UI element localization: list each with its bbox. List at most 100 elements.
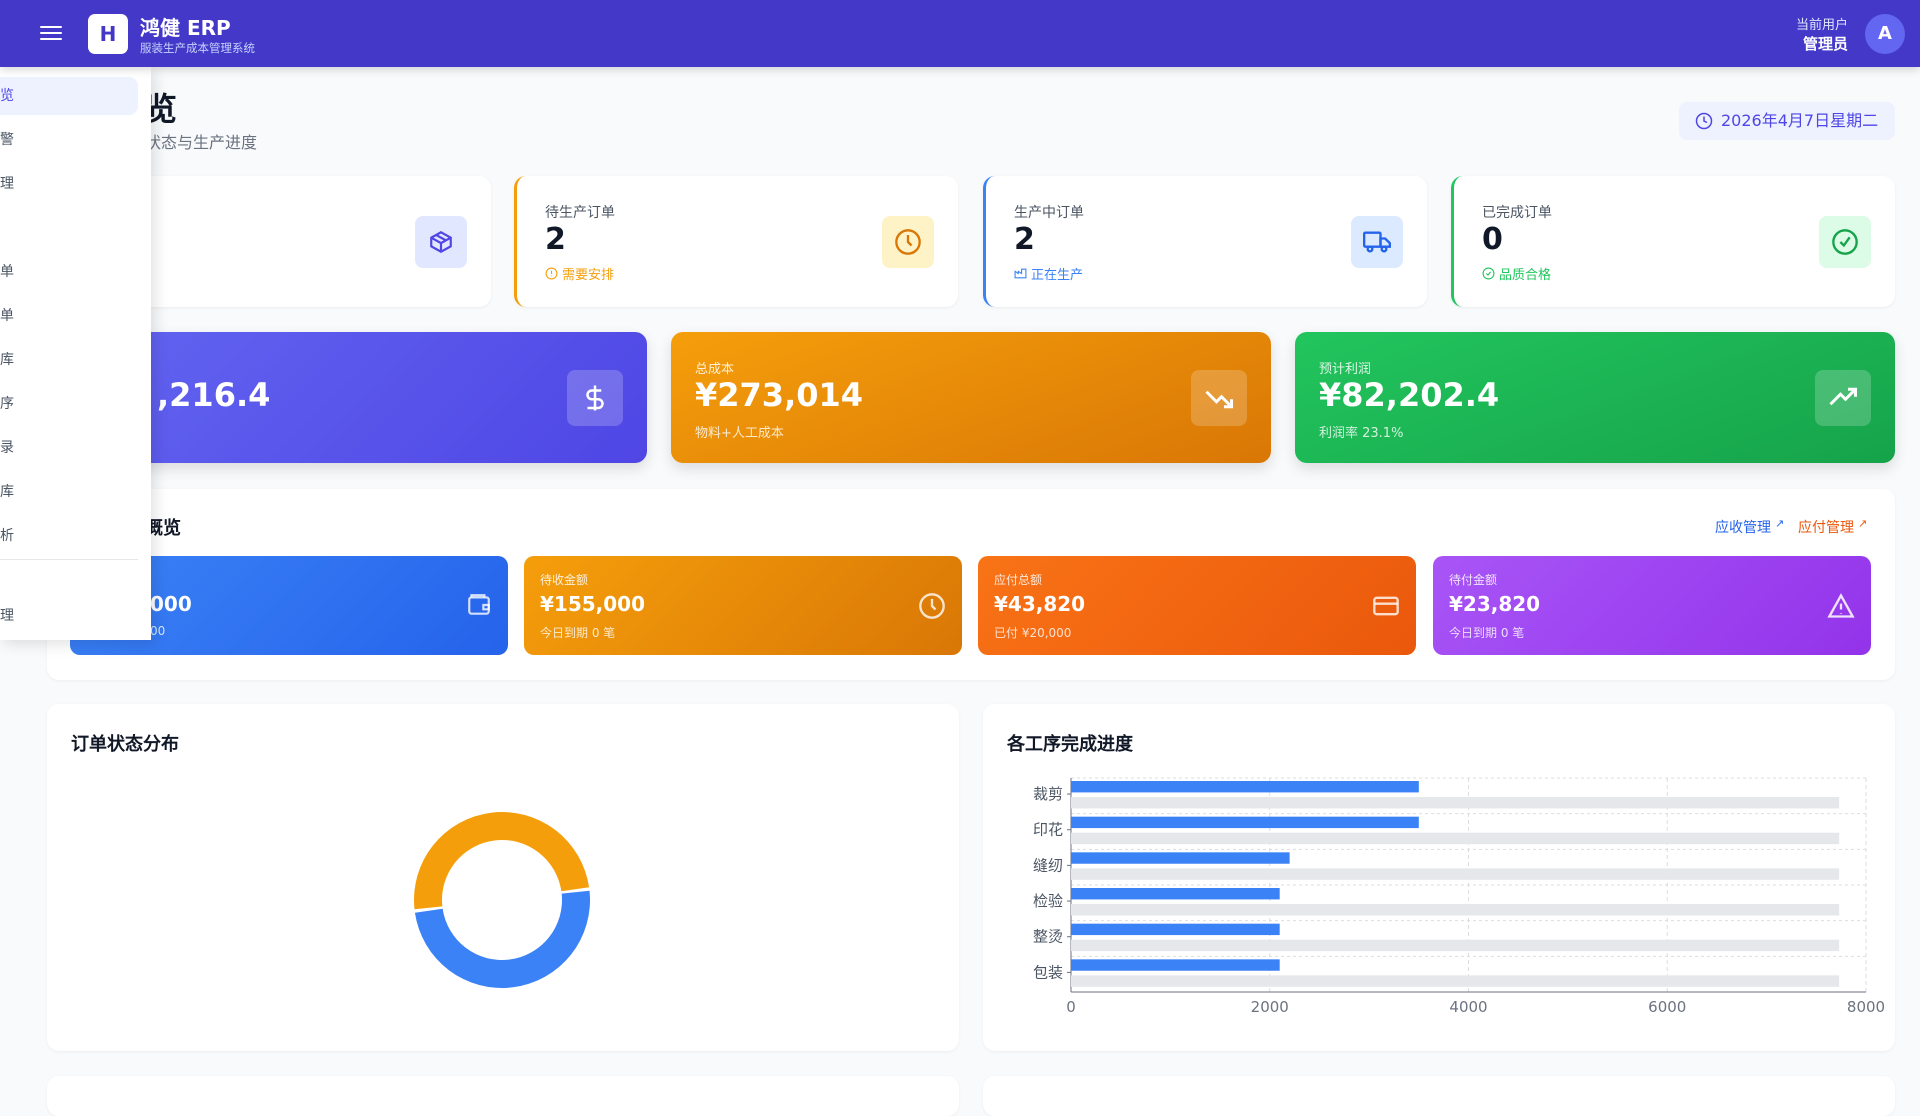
finance-value: ¥155,000 bbox=[540, 592, 646, 616]
sidebar-item[interactable]: 单 bbox=[0, 264, 14, 280]
sidebar-item[interactable]: 析 bbox=[0, 528, 14, 544]
sidebar-item[interactable]: 库 bbox=[0, 352, 14, 368]
avatar[interactable]: A bbox=[1865, 14, 1905, 54]
process-progress-chart-panel: 各工序完成进度 0 2000 4000 6000 8000 裁剪 印花 缝纫 检验 整烫 包装 bbox=[983, 704, 1895, 1051]
sidebar-item[interactable]: 单 bbox=[0, 308, 14, 324]
sidebar-item[interactable]: 理 bbox=[0, 176, 14, 192]
app-logo: H bbox=[88, 14, 128, 54]
dollar-icon bbox=[567, 370, 623, 426]
target-bar bbox=[1071, 904, 1840, 916]
x-tick-label: 2000 bbox=[1251, 998, 1289, 1016]
page-subtitle: 状态与生产进度 bbox=[145, 133, 258, 152]
finance-sub: 已付 ¥20,000 bbox=[994, 626, 1072, 640]
finance-sub: 00 bbox=[150, 624, 166, 638]
stat-card-pending-orders: 待生产订单 2 需要安排 bbox=[514, 176, 958, 307]
donut-slice bbox=[414, 890, 590, 988]
x-tick-label: 6000 bbox=[1648, 998, 1686, 1016]
stat-value: 0 bbox=[1482, 222, 1503, 257]
receivable-link-label[interactable]: 应收管理 bbox=[1715, 520, 1771, 536]
target-bar bbox=[1071, 832, 1840, 845]
clock-icon bbox=[1695, 112, 1713, 130]
payable-pending-card: 待付金额 ¥23,820 今日到期 0 笔 bbox=[1433, 556, 1871, 655]
y-tick-label: 印花 bbox=[1033, 821, 1063, 839]
target-bar bbox=[1071, 975, 1840, 987]
alert-triangle-icon bbox=[1827, 593, 1855, 618]
stat-card-in-production: 生产中订单 2 正在生产 bbox=[983, 176, 1427, 307]
payable-link-label[interactable]: 应付管理 bbox=[1798, 520, 1854, 536]
external-link-icon: ↗ bbox=[1858, 517, 1868, 530]
finance-sub: 今日到期 0 笔 bbox=[540, 626, 616, 640]
summary-sub: 利润率 23.1% bbox=[1319, 426, 1404, 441]
order-status-chart-panel: 订单状态分布 bbox=[47, 704, 959, 1051]
progress-bar bbox=[1071, 816, 1419, 829]
y-tick-label: 检验 bbox=[1033, 892, 1063, 910]
menu-toggle-icon[interactable] bbox=[40, 22, 62, 44]
stat-sub: 正在生产 bbox=[1031, 268, 1084, 283]
check-circle-icon bbox=[1482, 267, 1495, 280]
finance-title: 概览 bbox=[145, 518, 181, 539]
y-tick-label: 缝纫 bbox=[1033, 856, 1063, 874]
sidebar-item-dashboard[interactable]: 览 bbox=[0, 77, 138, 115]
box-icon bbox=[415, 216, 467, 268]
sidebar-item[interactable]: 序 bbox=[0, 396, 14, 412]
y-tick-label: 裁剪 bbox=[1033, 785, 1063, 803]
current-user-name: 管理员 bbox=[1802, 35, 1848, 53]
y-tick-label: 包装 bbox=[1033, 963, 1063, 981]
sidebar-item[interactable]: 录 bbox=[0, 440, 14, 456]
finance-label: 待收金额 bbox=[540, 573, 589, 587]
factory-icon bbox=[1014, 268, 1027, 279]
credit-card-icon bbox=[1373, 596, 1399, 616]
finance-value: ¥43,820 bbox=[994, 592, 1086, 616]
receivable-pending-card: 待收金额 ¥155,000 今日到期 0 笔 bbox=[524, 556, 962, 655]
progress-bar bbox=[1071, 959, 1280, 971]
target-bar bbox=[1071, 797, 1840, 809]
donut-chart bbox=[413, 811, 590, 988]
app-subtitle: 服装生产成本管理系统 bbox=[140, 41, 255, 55]
finance-value: ¥23,820 bbox=[1449, 592, 1541, 616]
payable-link[interactable]: 应付管理 ↗ bbox=[1798, 517, 1867, 537]
external-link-icon: ↗ bbox=[1775, 517, 1785, 530]
x-tick-label: 0 bbox=[1066, 998, 1076, 1016]
trending-down-icon bbox=[1191, 370, 1247, 426]
sidebar-item[interactable]: 警 bbox=[0, 132, 14, 148]
stat-card-completed: 已完成订单 0 品质合格 bbox=[1451, 176, 1895, 307]
x-tick-label: 4000 bbox=[1449, 998, 1487, 1016]
app-name: 鸿健 ERP bbox=[140, 16, 231, 40]
finance-label: 应付总额 bbox=[994, 573, 1043, 587]
finance-label: 待付金额 bbox=[1449, 573, 1498, 587]
summary-value: ¥82,202.4 bbox=[1319, 376, 1500, 414]
stat-sub: 需要安排 bbox=[562, 268, 615, 283]
current-date: 2026年4月7日星期二 bbox=[1721, 111, 1879, 130]
sidebar-item[interactable]: 理 bbox=[0, 608, 14, 624]
donut-chart-title: 订单状态分布 bbox=[71, 734, 179, 755]
wallet-icon bbox=[468, 594, 490, 615]
target-bar bbox=[1071, 939, 1840, 952]
current-user-label: 当前用户 bbox=[1795, 18, 1848, 33]
summary-sub: 物料+人工成本 bbox=[695, 426, 784, 441]
alert-circle-icon bbox=[545, 267, 558, 280]
summary-label: 预计利润 bbox=[1319, 362, 1372, 377]
finance-value: 000 bbox=[150, 592, 192, 616]
top-bar: H 鸿健 ERP 服装生产成本管理系统 当前用户 管理员 A bbox=[0, 0, 1920, 67]
progress-bar bbox=[1071, 923, 1280, 936]
check-circle-icon bbox=[1819, 216, 1871, 268]
summary-value: ¥273,014 bbox=[695, 376, 864, 414]
finance-sub: 今日到期 0 笔 bbox=[1449, 626, 1525, 640]
stat-sub: 品质合格 bbox=[1499, 268, 1552, 283]
date-badge: 2026年4月7日星期二 bbox=[1679, 102, 1895, 140]
revenue-value: ,216.4 bbox=[157, 376, 271, 414]
summary-label: 总成本 bbox=[695, 362, 735, 377]
progress-bar bbox=[1071, 852, 1290, 864]
stat-value: 2 bbox=[1014, 222, 1035, 257]
receivable-link[interactable]: 应收管理 ↗ bbox=[1715, 517, 1784, 537]
trending-up-icon bbox=[1815, 370, 1871, 426]
panel-below bbox=[47, 1076, 959, 1116]
sidebar-item[interactable]: 库 bbox=[0, 484, 14, 500]
stat-label: 待生产订单 bbox=[545, 205, 615, 221]
stat-label: 已完成订单 bbox=[1482, 205, 1552, 221]
total-cost-card: 总成本 ¥273,014 物料+人工成本 bbox=[671, 332, 1271, 463]
profit-card: 预计利润 ¥82,202.4 利润率 23.1% bbox=[1295, 332, 1895, 463]
sidebar-divider bbox=[0, 559, 138, 560]
bar-chart-title: 各工序完成进度 bbox=[1007, 734, 1133, 755]
target-bar bbox=[1071, 868, 1840, 880]
